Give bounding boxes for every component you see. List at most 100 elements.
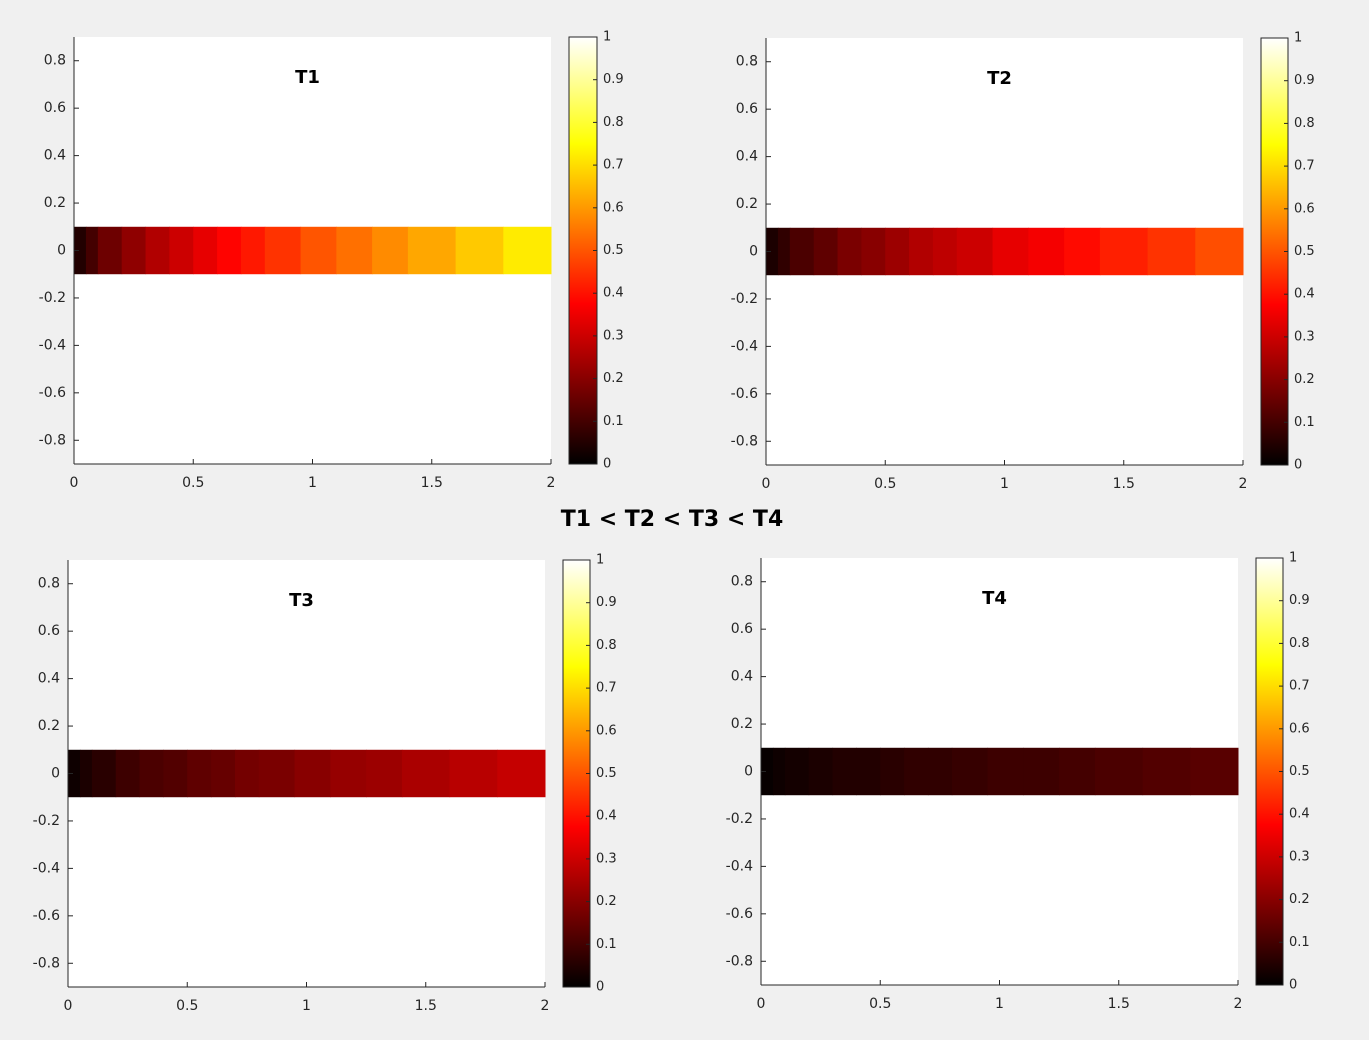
heat-cell xyxy=(503,226,552,275)
heat-cell xyxy=(240,226,266,275)
colorbar-tick-label: 0 xyxy=(596,980,604,995)
y-tick-label: -0.4 xyxy=(726,858,753,874)
heat-cell xyxy=(1064,227,1101,276)
heat-cell xyxy=(1028,227,1065,276)
heat-cell xyxy=(163,749,188,798)
x-tick-label: 0.5 xyxy=(176,998,198,1014)
heat-cell xyxy=(784,747,810,796)
x-tick-label: 1.5 xyxy=(415,998,437,1014)
colorbar-tick-label: 0.1 xyxy=(1294,415,1315,430)
heat-cell xyxy=(169,226,194,275)
colorbar-tick-label: 0.5 xyxy=(596,766,617,781)
heat-cell xyxy=(211,749,236,798)
colorbar-tick-label: 0.2 xyxy=(596,894,617,909)
y-tick-label: -0.6 xyxy=(731,386,758,402)
y-tick-label: 0.2 xyxy=(44,195,66,211)
y-tick-label: 0.4 xyxy=(736,149,758,165)
y-tick-label: 0.8 xyxy=(44,53,66,69)
annotation: T1 < T2 < T3 < T4 xyxy=(561,507,784,532)
colorbar-tick-label: 0.6 xyxy=(1289,721,1310,736)
colorbar xyxy=(568,36,598,465)
heat-cell xyxy=(951,747,989,796)
colorbar-tick-label: 0.2 xyxy=(1289,892,1310,907)
x-tick-label: 0.5 xyxy=(869,996,891,1012)
heat-cell xyxy=(193,226,218,275)
x-tick-label: 1.5 xyxy=(1113,476,1135,492)
y-tick-label: -0.8 xyxy=(731,433,758,449)
heat-cell xyxy=(300,226,337,275)
x-tick-label: 2 xyxy=(1234,996,1243,1012)
y-tick-label: -0.8 xyxy=(726,953,753,969)
heat-cell xyxy=(145,226,170,275)
heat-cell xyxy=(813,227,839,276)
y-tick-label: -0.2 xyxy=(726,811,753,827)
heat-cell xyxy=(1023,747,1060,796)
y-tick-label: 0 xyxy=(744,764,753,780)
heat-cell xyxy=(497,749,546,798)
heat-cell xyxy=(904,747,929,796)
x-tick-label: 1 xyxy=(995,996,1004,1012)
x-tick-label: 1 xyxy=(302,998,311,1014)
colorbar-tick-label: 0.5 xyxy=(1289,764,1310,779)
heat-cell xyxy=(1190,747,1239,796)
x-tick-label: 2 xyxy=(547,475,556,491)
colorbar-tick-label: 0.1 xyxy=(603,414,624,429)
heat-cell xyxy=(885,227,910,276)
heat-cell xyxy=(761,747,774,796)
colorbar-tick-label: 0.1 xyxy=(1289,935,1310,950)
y-tick-label: 0.8 xyxy=(736,54,758,70)
y-tick-label: 0.2 xyxy=(731,716,753,732)
subplot-title: T1 xyxy=(295,67,320,88)
colorbar-tick-label: 0.4 xyxy=(1289,807,1310,822)
y-tick-label: -0.4 xyxy=(33,860,60,876)
colorbar-tick-label: 0 xyxy=(603,457,611,472)
heat-cell xyxy=(927,747,953,796)
heat-cell xyxy=(330,749,367,798)
colorbar-tick-label: 0 xyxy=(1294,458,1302,473)
heat-cell xyxy=(455,226,504,275)
x-tick-label: 2 xyxy=(1239,476,1248,492)
y-tick-label: 0.4 xyxy=(731,669,753,685)
heat-cell xyxy=(85,226,99,275)
colorbar-tick-label: 0.3 xyxy=(1294,329,1315,344)
colorbar-tick-label: 0.4 xyxy=(1294,287,1315,302)
heat-cell xyxy=(68,749,81,798)
subplot-title: T4 xyxy=(982,588,1007,609)
y-tick-label: -0.8 xyxy=(39,432,66,448)
colorbar-tick-label: 0.8 xyxy=(596,638,617,653)
heat-cell xyxy=(234,749,260,798)
colorbar-tick-label: 0.8 xyxy=(603,115,624,130)
colorbar-tick-label: 0.3 xyxy=(1289,849,1310,864)
y-tick-label: 0.8 xyxy=(38,576,60,592)
y-tick-label: 0 xyxy=(51,766,60,782)
colorbar-tick-label: 0.3 xyxy=(603,328,624,343)
x-tick-label: 0.5 xyxy=(182,475,204,491)
colorbar-tick-label: 0.8 xyxy=(1294,116,1315,131)
y-tick-label: -0.6 xyxy=(33,908,60,924)
y-tick-label: -0.4 xyxy=(39,337,66,353)
y-tick-label: 0.6 xyxy=(731,621,753,637)
heat-cell xyxy=(401,749,451,798)
colorbar-tick-label: 0.8 xyxy=(1289,636,1310,651)
heat-cell xyxy=(987,747,1024,796)
heat-cell xyxy=(115,749,141,798)
y-tick-label: -0.2 xyxy=(33,813,60,829)
y-tick-label: -0.2 xyxy=(731,291,758,307)
heat-cell xyxy=(258,749,296,798)
heat-cell xyxy=(992,227,1029,276)
heat-cell xyxy=(777,227,791,276)
y-tick-label: 0.4 xyxy=(44,148,66,164)
heat-cell xyxy=(79,749,93,798)
heat-cell xyxy=(832,747,857,796)
x-tick-label: 0 xyxy=(70,475,79,491)
x-tick-label: 1 xyxy=(308,475,317,491)
y-tick-label: 0.8 xyxy=(731,574,753,590)
colorbar-tick-label: 1 xyxy=(1289,551,1297,566)
y-tick-label: 0 xyxy=(57,243,66,259)
colorbar-tick-label: 0.5 xyxy=(1294,244,1315,259)
colorbar-tick-label: 0.9 xyxy=(1294,73,1315,88)
y-tick-label: -0.6 xyxy=(39,385,66,401)
heat-cell xyxy=(766,227,779,276)
heat-cell xyxy=(1142,747,1191,796)
